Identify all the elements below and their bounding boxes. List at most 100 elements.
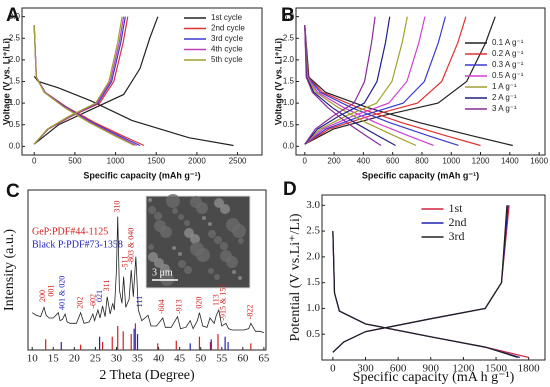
- legend-label: 4th cycle: [211, 45, 243, 54]
- legend-label: 0.5 A g⁻¹: [492, 71, 524, 80]
- y-tick-label: 1.5: [9, 77, 21, 86]
- y-tick-label: 2.5: [283, 33, 295, 42]
- y-tick-label: 2.5: [306, 225, 320, 237]
- y-tick-label: 0.5: [283, 120, 295, 129]
- series-line: [304, 16, 382, 146]
- inset-texture: [154, 220, 166, 232]
- x-tick-label: 0: [330, 362, 336, 374]
- panel: C 10 15 20 25 30 35 40 45 50 55 60 65 2 Theta (Degree…: [2, 181, 270, 383]
- peak-label: 311: [102, 280, 111, 292]
- peak-label: -822: [246, 305, 255, 320]
- inset-texture: [220, 242, 228, 250]
- inset-texture: [202, 216, 206, 220]
- inset-texture: [166, 194, 180, 208]
- inset-texture: [208, 268, 214, 274]
- x-tick-label: 1200: [472, 157, 490, 166]
- inset-texture: [178, 214, 184, 220]
- x-axis-label: Specific capacity (mAh g⁻¹): [362, 170, 479, 180]
- legend-label: 3rd: [449, 229, 465, 243]
- inset-texture: [148, 198, 152, 202]
- series-line: [332, 205, 529, 359]
- inset-texture: [148, 252, 158, 262]
- x-tick-label: 20: [69, 352, 81, 364]
- x-tick-label: 200: [327, 157, 341, 166]
- x-tick-label: 2000: [188, 157, 206, 166]
- y-tick-label: 0.5: [306, 328, 320, 340]
- x-tick-label: 1000: [107, 157, 125, 166]
- panel-label: D: [283, 179, 297, 200]
- x-tick-label: 1000: [442, 157, 460, 166]
- plot-frame: [27, 189, 267, 351]
- legend-label: 2 A g⁻¹: [492, 93, 517, 102]
- peak-label: 111: [135, 296, 144, 307]
- legend-label: 5th cycle: [211, 55, 243, 64]
- inset-texture: [178, 252, 182, 256]
- x-tick-label: 30: [111, 352, 123, 364]
- x-axis-label: 2 Theta (Degree): [99, 368, 195, 383]
- peak-label: 113: [212, 294, 221, 306]
- inset-texture: [172, 208, 178, 214]
- x-tick-label: 40: [153, 352, 165, 364]
- inset-texture: [184, 220, 190, 226]
- plot-frame: [321, 194, 546, 361]
- inset-texture: [220, 250, 232, 262]
- x-tick-label: 50: [195, 352, 207, 364]
- y-tick-label: 3.0: [306, 199, 320, 211]
- peak-label: 202: [75, 297, 84, 309]
- y-tick-label: 0.0: [9, 141, 21, 150]
- x-tick-label: 35: [132, 352, 144, 364]
- x-tick-label: 10: [27, 352, 39, 364]
- y-tick-label: 0.5: [9, 120, 21, 129]
- panel: B 0 200 400 600 800 1000 1200 1400 1600 0.0 0.5 1.0 1…: [273, 5, 548, 180]
- peak-label: -915 & 151: [219, 284, 228, 321]
- y-axis-label: Voltage (V vs. Li⁺/Li): [1, 38, 11, 125]
- panel: D 0 300 600 900 1200 1500 1800 0.5 1.0 1.5 2.0 2.5 3.…: [283, 179, 546, 385]
- x-tick-label: 0: [32, 157, 37, 166]
- inset-texture: [184, 266, 192, 274]
- x-tick-label: 0: [303, 157, 308, 166]
- x-tick-label: 55: [216, 352, 228, 364]
- peak-label: 200: [38, 290, 47, 302]
- x-tick-label: 25: [90, 352, 102, 364]
- series-line: [33, 16, 145, 147]
- x-axis-label: Specific capacity (mAh g⁻¹): [83, 170, 200, 180]
- x-tick-label: 65: [258, 352, 270, 364]
- x-tick-label: 1500: [147, 157, 165, 166]
- inset-texture: [154, 212, 162, 220]
- x-tick-label: 800: [415, 157, 429, 166]
- inset-texture: [238, 238, 244, 244]
- legend-label: 2nd cycle: [211, 24, 245, 33]
- series-line: [31, 216, 265, 334]
- x-tick-label: 1400: [501, 157, 519, 166]
- inset-texture: [208, 222, 212, 226]
- peak-label: 310: [113, 201, 122, 213]
- inset-texture: [232, 270, 236, 274]
- series-line: [332, 205, 518, 358]
- peak-label: 001: [46, 285, 55, 297]
- y-tick-label: 1.0: [9, 98, 21, 107]
- series-line: [304, 16, 513, 147]
- inset-texture: [190, 242, 204, 256]
- inset-texture: [214, 198, 224, 208]
- inset-label: 3 μm: [152, 267, 173, 278]
- y-axis-label: Potential (V vs.Li⁺/Li): [288, 213, 303, 341]
- panel: A 0 500 1000 1500 2000 2500 0.0 0.5 1.0 1.5 2.0 2.5 3…: [1, 5, 263, 180]
- x-tick-label: 45: [174, 352, 186, 364]
- inset-texture: [214, 236, 222, 244]
- x-tick-label: 1500: [485, 362, 508, 374]
- inset-texture: [226, 218, 240, 232]
- inset-texture: [178, 260, 186, 268]
- x-tick-label: 60: [237, 352, 249, 364]
- legend-label: 1st cycle: [211, 13, 243, 22]
- inset-texture: [214, 274, 220, 280]
- x-tick-label: 900: [423, 362, 440, 374]
- peak-label: -803 & 040: [126, 228, 135, 265]
- panel-label: A: [6, 5, 20, 26]
- x-tick-label: 1200: [452, 362, 475, 374]
- inset-texture: [208, 230, 216, 238]
- x-tick-label: 400: [357, 157, 371, 166]
- legend-label: 0.2 A g⁻¹: [492, 49, 524, 58]
- inset-texture: [190, 196, 202, 208]
- x-tick-label: 15: [48, 352, 60, 364]
